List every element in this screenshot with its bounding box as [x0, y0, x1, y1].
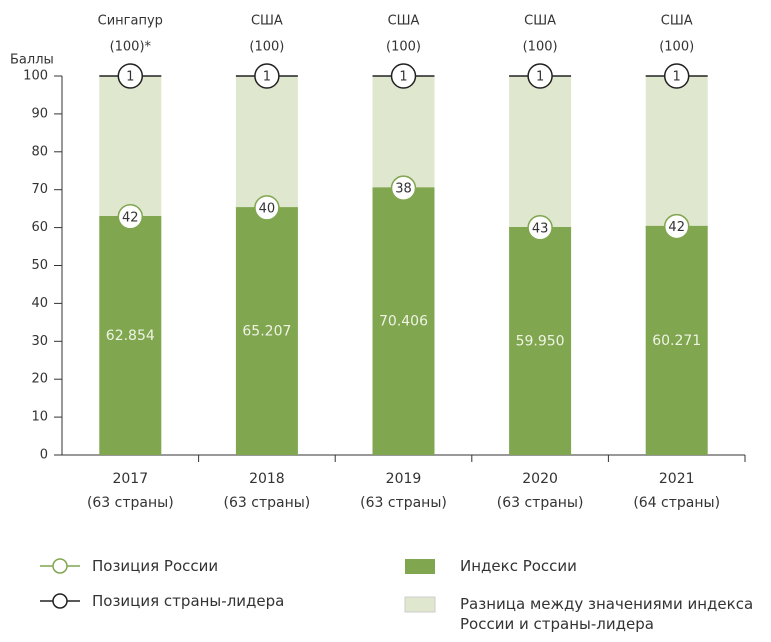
leader-name: США	[388, 14, 420, 29]
bar-segment	[235, 76, 298, 208]
y-tick-label: 0	[40, 448, 48, 463]
bar-segment	[509, 76, 572, 228]
position-marker	[527, 63, 553, 89]
position-label: 1	[263, 70, 271, 85]
bar-segment	[509, 227, 572, 455]
value-label: 60.271	[652, 333, 701, 349]
leader-score: (100)	[386, 40, 421, 55]
y-tick-label: 70	[31, 182, 48, 197]
legend-markers	[40, 558, 436, 613]
bar-segment	[235, 207, 298, 455]
leader-score: (100)	[523, 40, 558, 55]
bar-segment	[645, 226, 708, 455]
legend-label: Индекс России	[460, 557, 577, 575]
position-label: 42	[122, 210, 139, 225]
y-tick-label: 100	[23, 69, 48, 84]
bar-segment	[99, 76, 162, 217]
position-label: 42	[668, 220, 685, 235]
position-label: 43	[532, 221, 549, 236]
position-marker	[527, 215, 553, 241]
x-tick-label: 2018	[249, 471, 285, 487]
y-tick-label: 10	[31, 410, 48, 425]
y-tick-label: 80	[31, 144, 48, 159]
position-marker	[390, 63, 417, 89]
position-marker	[117, 204, 144, 230]
value-label: 62.854	[106, 328, 155, 344]
y-tick-label: 50	[31, 258, 48, 273]
x-tick-note: (64 страны)	[633, 495, 720, 511]
position-marker	[390, 175, 417, 201]
position-label: 1	[673, 70, 681, 85]
position-marker	[663, 213, 690, 240]
bar-segment	[372, 188, 435, 455]
leader-score: (100)	[249, 40, 284, 55]
x-tick-label: 2017	[112, 471, 148, 487]
y-tick-label: 40	[31, 296, 48, 311]
bar-segment	[99, 216, 162, 455]
value-label: 59.950	[516, 333, 565, 349]
position-marker	[254, 195, 280, 221]
position-marker	[663, 63, 690, 89]
position-marker	[254, 63, 280, 89]
bar-segment	[372, 76, 435, 189]
position-label: 1	[126, 70, 134, 85]
x-tick-note: (63 страны)	[224, 495, 311, 511]
position-label: 1	[399, 70, 407, 85]
value-label: 70.406	[379, 314, 428, 330]
leader-name: США	[524, 14, 556, 29]
x-tick-label: 2019	[386, 471, 422, 487]
position-label: 38	[395, 182, 412, 197]
leader-name: Сингапур	[98, 14, 163, 29]
position-marker	[117, 63, 144, 89]
x-tick-note: (63 страны)	[360, 495, 447, 511]
leader-score: (100)	[659, 40, 694, 55]
value-label: 65.207	[242, 323, 291, 339]
position-label: 1	[536, 70, 544, 85]
y-tick-label: 60	[31, 220, 48, 235]
legend-label: Разница между значениями индекса России …	[460, 595, 754, 633]
y-tick-label: 20	[31, 372, 48, 387]
x-tick-label: 2020	[522, 471, 558, 487]
position-label: 40	[259, 201, 276, 216]
legend-label: Позиция России	[92, 557, 219, 575]
x-tick-label: 2021	[659, 471, 695, 487]
bar-segment	[645, 76, 708, 227]
x-tick-note: (63 страны)	[497, 495, 584, 511]
x-tick-note: (63 страны)	[87, 495, 174, 511]
y-axis-label: Баллы	[10, 53, 54, 68]
leader-name: США	[661, 14, 693, 29]
leader-score: (100)*	[110, 40, 152, 55]
legend-label: Позиция страны-лидера	[92, 592, 285, 610]
y-tick-label: 30	[31, 334, 48, 349]
y-tick-label: 90	[31, 106, 48, 121]
leader-name: США	[251, 14, 283, 29]
